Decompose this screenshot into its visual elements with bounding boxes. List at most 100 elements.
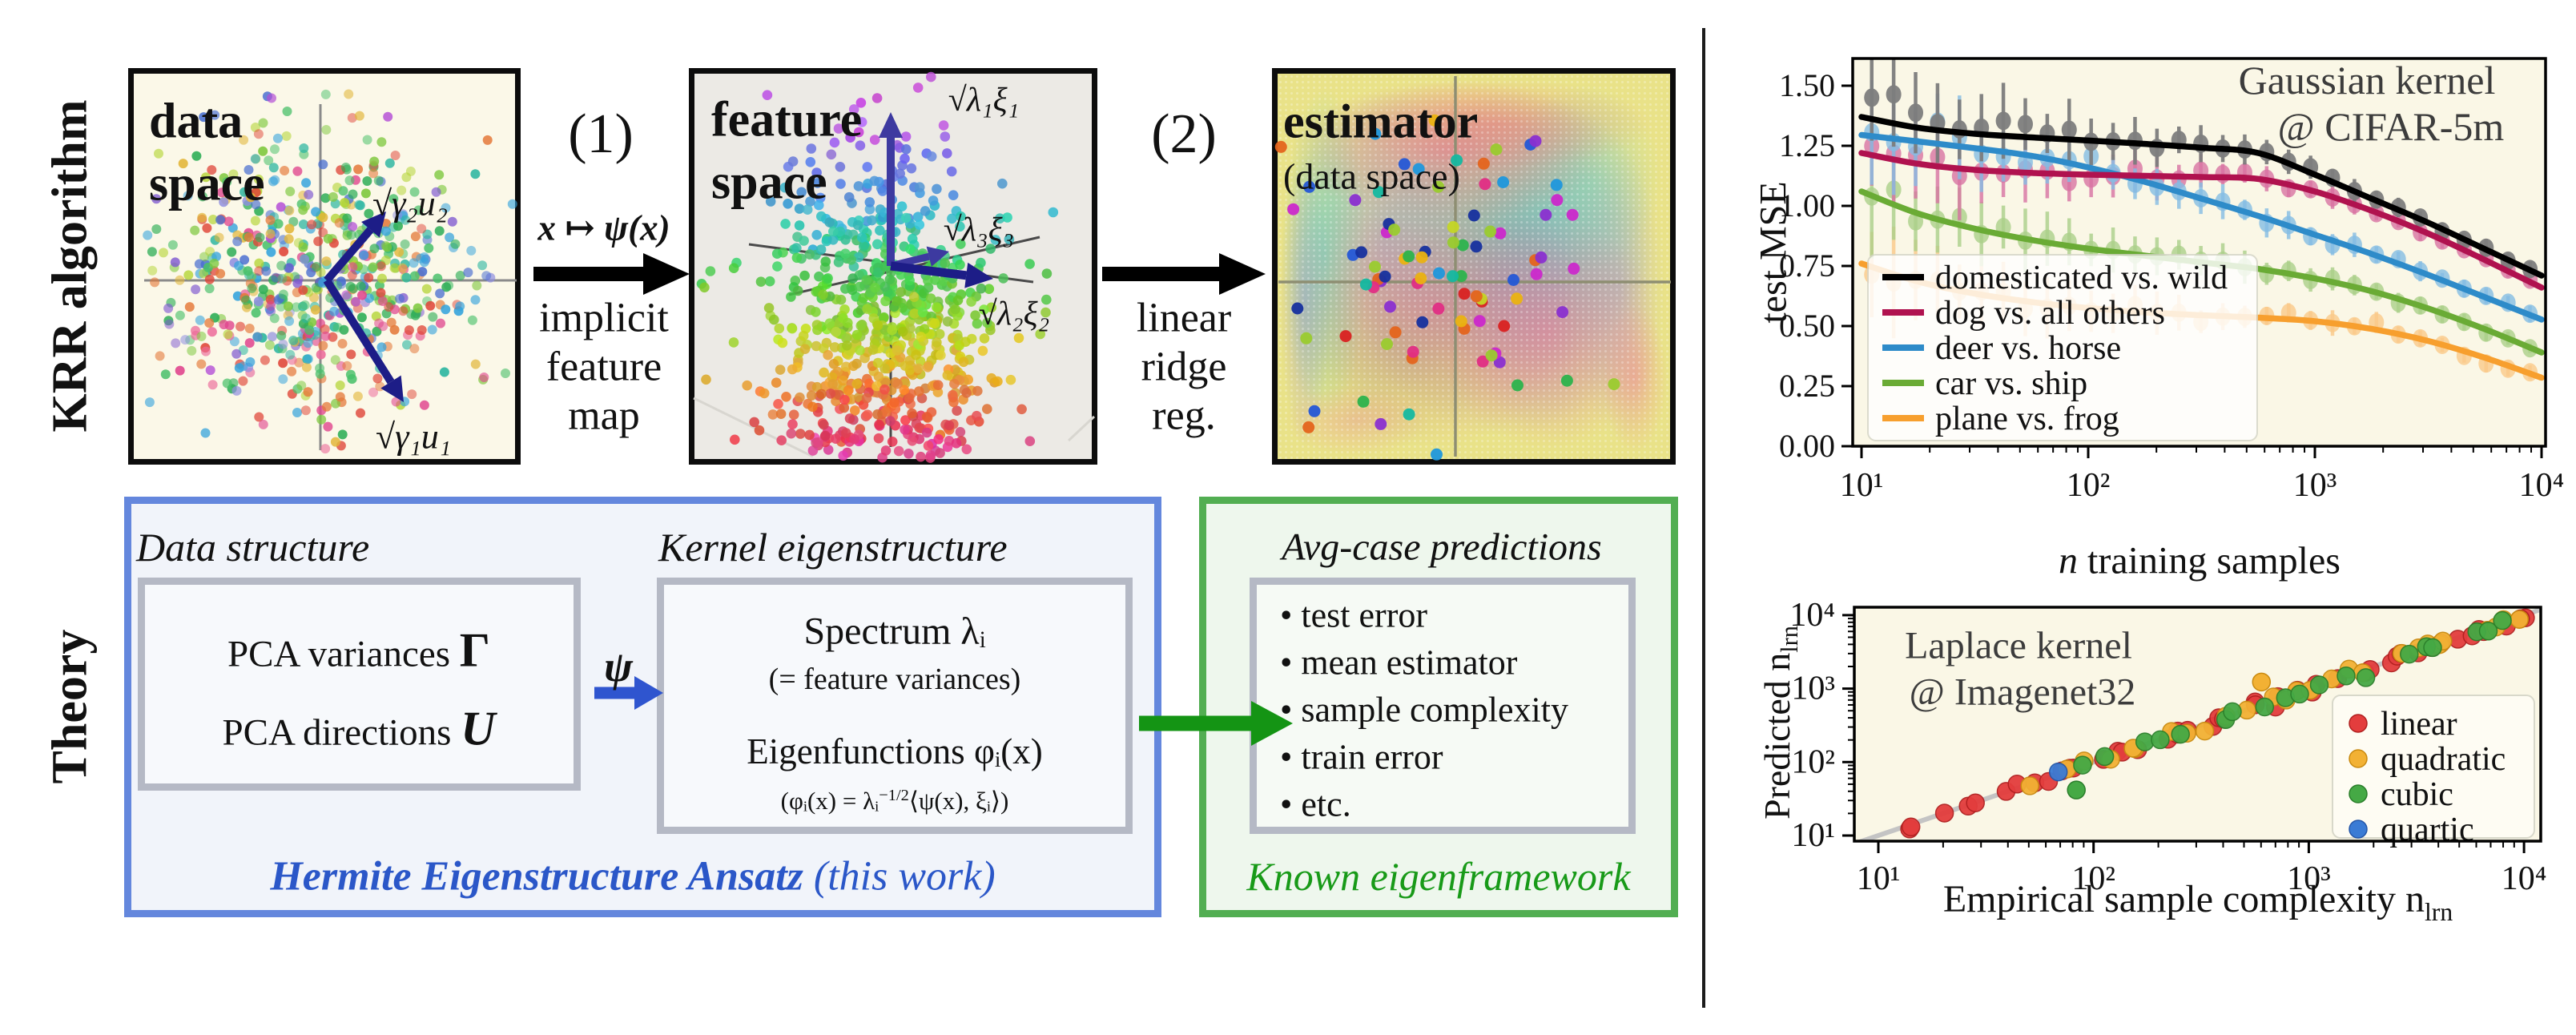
legend-entry-label: quartic <box>2381 811 2474 848</box>
bullet-text: mean estimator <box>1301 642 1518 683</box>
ytick-label: 1.00 <box>1779 187 1835 224</box>
section-divider <box>1702 28 1705 1008</box>
xtick-label: 10⁴ <box>2502 860 2547 897</box>
ytick-label: 10² <box>1791 743 1835 780</box>
pca-variances-text: PCA variances <box>227 633 451 675</box>
pca-box <box>138 578 581 791</box>
estimator-panel <box>1272 68 1676 465</box>
ylabel2-sub: lrn <box>1776 626 1804 653</box>
step2-number: (2) <box>1151 103 1217 165</box>
avg-case-header: Avg-case predictions <box>1282 526 1602 569</box>
xlabel-rest: training samples <box>2078 539 2341 582</box>
row-label-krr: KRR algorithm <box>42 99 98 433</box>
estimator-subtitle: (data space) <box>1283 155 1460 197</box>
estimator-title: estimator <box>1283 95 1479 148</box>
step1-number: (1) <box>568 103 634 165</box>
gamma-symbol: Γ <box>459 623 490 677</box>
bullet-text: etc. <box>1301 784 1351 824</box>
xi3-arrow-label: √λ₃ξ₃ <box>943 211 1015 248</box>
xi2-arrow-label: √λ₂ξ₂ <box>978 296 1050 332</box>
data-structure-header: Data structure <box>136 525 370 570</box>
xtick-label: 10³ <box>2293 467 2337 504</box>
bottom-chart-title-2: @ Imagenet32 <box>1909 671 2136 714</box>
bullet-icon: • <box>1280 737 1293 777</box>
step2-caption-2: ridge <box>1141 344 1227 390</box>
bullet-icon: • <box>1280 690 1293 730</box>
bullet-icon: • <box>1280 784 1293 824</box>
bullet-text: train error <box>1301 737 1443 777</box>
feature-space-title-1: feature <box>711 92 863 147</box>
row-label-theory: Theory <box>42 629 98 784</box>
step2-caption-3: reg. <box>1152 393 1216 439</box>
step1-caption-2: feature <box>545 344 662 390</box>
xtick-label: 10² <box>2071 860 2115 897</box>
data-space-title-2: space <box>149 156 265 211</box>
bullet-icon: • <box>1280 595 1293 635</box>
bottom-chart-ylabel: Predicted nlrn <box>1756 626 1804 820</box>
formula-sup: −1/2 <box>879 786 909 804</box>
pca-directions-line: PCA directions U <box>222 702 495 757</box>
ytick-label: 10¹ <box>1791 817 1835 854</box>
eigenfunctions-formula: (φᵢ(x) = λᵢ−1/2⟨ψ(x), ξᵢ⟩) <box>781 787 1009 816</box>
ytick-label: 0.00 <box>1779 428 1835 464</box>
ytick-label: 0.50 <box>1779 308 1835 344</box>
xlabel2-sub: lrn <box>2424 897 2453 926</box>
step1-map-label: x ↦ ψ(x) <box>537 207 670 248</box>
bottom-chart: 10¹ 10¹ 10² 10² 10³ 10³ 10⁴ 10⁴ linearquadraticc… <box>1789 597 2547 897</box>
bullet-mean-estimator: • mean estimator <box>1280 642 1517 683</box>
xtick-label: 10³ <box>2287 860 2331 897</box>
feature-space-scatter <box>693 71 1096 463</box>
kernel-eigen-box <box>657 578 1133 834</box>
top-chart-ylabel: test MSE <box>1752 181 1795 324</box>
psi-label: ψ <box>603 642 634 691</box>
step2-caption-1: linear <box>1136 295 1232 341</box>
predictions-box <box>1250 578 1636 834</box>
pca-variances-line: PCA variances Γ <box>227 623 490 679</box>
hermite-footer-main: Hermite Eigenstructure Ansatz <box>270 853 803 900</box>
bottom-chart-title-1: Laplace kernel <box>1905 624 2132 667</box>
bottom-chart-xlabel: Empirical sample complexity nlrn <box>1943 877 2453 927</box>
ytick-label: 10⁴ <box>1789 597 1835 634</box>
legend-entry-label: linear <box>2381 706 2457 743</box>
ytick-label: 1.50 <box>1779 67 1835 103</box>
bullet-icon: • <box>1280 642 1293 683</box>
bullet-test-error: • test error <box>1280 595 1427 636</box>
formula-post: ⟨ψ(x), ξᵢ⟩) <box>908 787 1009 816</box>
hermite-footer: Hermite Eigenstructure Ansatz (this work… <box>270 853 995 900</box>
bullet-text: sample complexity <box>1301 690 1568 730</box>
spectrum-line: Spectrum λᵢ <box>803 610 986 653</box>
ytick-label: 1.25 <box>1779 127 1835 163</box>
top-chart-xlabel: n training samples <box>2059 539 2341 583</box>
flow-arrows <box>533 253 1293 746</box>
step1-caption-3: map <box>568 393 640 439</box>
legend-entry-label: deer vs. horse <box>1935 330 2121 367</box>
eigenvector-arrows <box>879 112 993 288</box>
legend-entry-label: quadratic <box>2381 741 2506 778</box>
xlabel-var: n <box>2059 539 2079 582</box>
u2-arrow-label: √γ₂u₂ <box>372 183 449 224</box>
legend-entry-label: domesticated vs. wild <box>1935 260 2228 296</box>
estimator-scatter <box>1274 76 1671 461</box>
legend-entry-label: cubic <box>2381 776 2453 813</box>
ytick-label: 10³ <box>1791 671 1835 707</box>
xtick-label: 10¹ <box>1840 467 1884 504</box>
top-chart-title-2: @ CIFAR-5m <box>2277 104 2505 149</box>
xtick-label: 10⁴ <box>2519 467 2565 504</box>
ylabel2-main: Predicted n <box>1756 652 1797 820</box>
data-space-scatter <box>143 89 517 454</box>
xtick-label: 10² <box>2067 467 2111 504</box>
formula-pre: (φᵢ(x) = λᵢ <box>780 787 879 816</box>
feature-space-title-2: space <box>711 155 827 210</box>
xlabel2-main: Empirical sample complexity n <box>1942 878 2425 921</box>
bottom-chart-data <box>1854 607 2541 841</box>
bullet-etc: • etc. <box>1280 784 1351 825</box>
step1-caption-1: implicit <box>539 295 669 341</box>
xi1-arrow-label: √λ₁ξ₁ <box>948 82 1020 119</box>
xtick-label: 10¹ <box>1857 860 1901 897</box>
estimator-heatmap <box>1278 74 1670 459</box>
eigenfunctions-line: Eigenfunctions φᵢ(x) <box>747 731 1043 771</box>
